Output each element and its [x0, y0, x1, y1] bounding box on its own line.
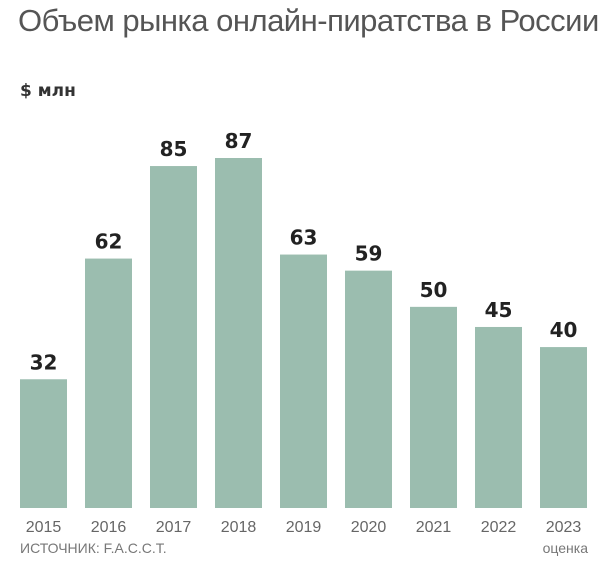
- value-label: 63: [290, 226, 318, 250]
- estimate-note: оценка: [542, 540, 588, 556]
- x-tick-label: 2022: [481, 519, 517, 536]
- bar-2022: [475, 326, 522, 508]
- x-tick-label: 2020: [351, 519, 387, 536]
- bar-2018: [215, 158, 262, 508]
- bar-2015: [20, 379, 67, 508]
- x-tick-label: 2021: [416, 519, 452, 536]
- value-label: 62: [95, 230, 123, 254]
- bar-2020: [345, 270, 392, 508]
- value-label: 32: [30, 350, 58, 374]
- bar-2017: [150, 166, 197, 509]
- unit-label: $ млн: [20, 81, 76, 101]
- x-tick-label: 2019: [286, 519, 322, 536]
- x-tick-label: 2017: [156, 519, 192, 536]
- bar-2019: [280, 254, 327, 508]
- value-label: 45: [485, 298, 513, 322]
- source-note: ИСТОЧНИК: F.A.C.C.T.: [20, 540, 167, 556]
- value-label: 85: [160, 137, 188, 161]
- value-label: 59: [355, 242, 383, 266]
- value-label: 50: [420, 278, 448, 302]
- x-tick-label: 2015: [26, 519, 62, 536]
- value-label: 40: [550, 318, 578, 342]
- bar-2023: [540, 347, 587, 508]
- bar-2016: [85, 258, 132, 508]
- x-tick-label: 2018: [221, 519, 257, 536]
- x-tick-label: 2016: [91, 519, 127, 536]
- chart-title: Объем рынка онлайн-пиратства в России: [18, 3, 599, 38]
- value-label: 87: [225, 129, 253, 153]
- x-tick-label: 2023: [546, 519, 582, 536]
- bar-2021: [410, 306, 457, 508]
